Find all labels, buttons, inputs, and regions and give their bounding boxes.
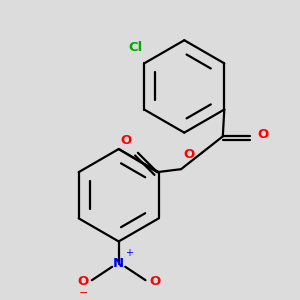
- Text: Cl: Cl: [128, 41, 142, 54]
- Text: O: O: [121, 134, 132, 147]
- Text: O: O: [149, 275, 160, 288]
- Text: −: −: [79, 288, 88, 298]
- Text: +: +: [125, 248, 133, 258]
- Text: N: N: [113, 257, 124, 270]
- Text: O: O: [77, 275, 88, 288]
- Text: O: O: [257, 128, 268, 141]
- Text: O: O: [183, 148, 194, 161]
